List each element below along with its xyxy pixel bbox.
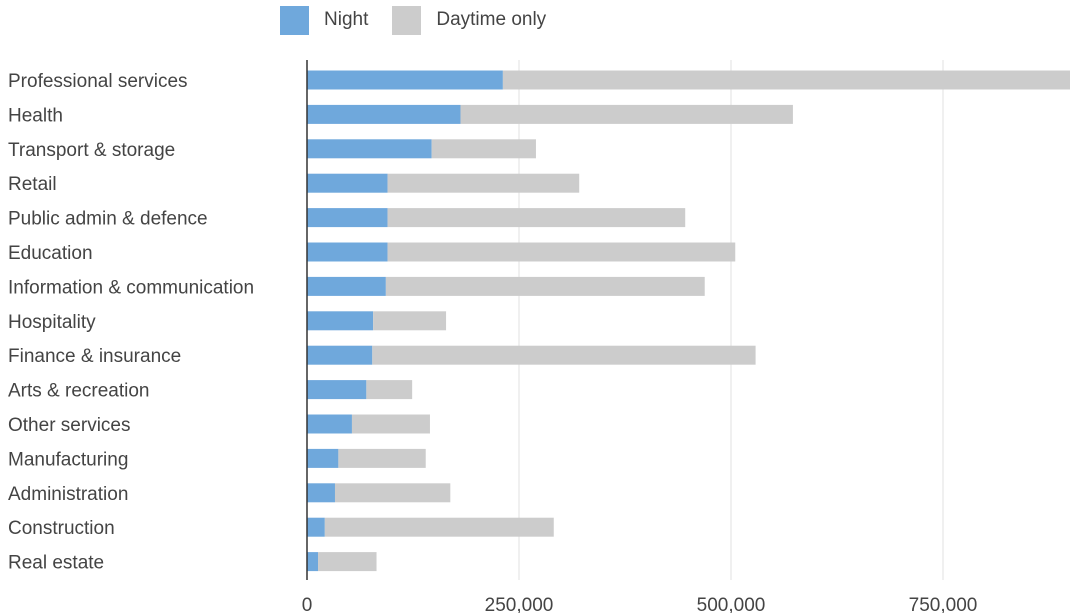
bar-daytime — [366, 380, 413, 400]
bar-night — [307, 345, 373, 365]
chart-legend: Night Daytime only — [280, 4, 570, 36]
bar-night — [307, 380, 367, 400]
category-label: Finance & insurance — [8, 346, 181, 367]
category-label: Real estate — [8, 553, 104, 574]
category-label: Retail — [8, 174, 57, 195]
legend-item-daytime: Daytime only — [392, 5, 547, 35]
bar-night — [307, 104, 461, 124]
bar-daytime — [431, 139, 536, 159]
bar-night — [307, 552, 319, 572]
category-label: Transport & storage — [8, 140, 175, 161]
category-label: Information & communication — [8, 277, 254, 298]
bar-daytime — [502, 70, 1070, 90]
bar-night — [307, 173, 388, 193]
category-label: Manufacturing — [8, 449, 128, 470]
bar-night — [307, 208, 388, 228]
category-label: Public admin & defence — [8, 209, 208, 230]
legend-swatch-daytime — [392, 5, 422, 35]
bar-daytime — [318, 552, 377, 572]
x-tick-label: 500,000 — [697, 595, 766, 613]
legend-label-daytime: Daytime only — [436, 9, 547, 30]
bar-daytime — [387, 208, 686, 228]
x-tick-label: 250,000 — [485, 595, 554, 613]
category-label: Administration — [8, 484, 128, 505]
bar-night — [307, 414, 352, 434]
legend-label-night: Night — [324, 9, 369, 30]
bar-daytime — [324, 517, 554, 537]
bars — [307, 70, 1070, 572]
x-tick-label: 0 — [302, 595, 313, 613]
category-label: Construction — [8, 518, 115, 539]
category-labels: Professional services Health Transport & s… — [8, 71, 254, 574]
bar-night — [307, 242, 388, 262]
bar-daytime — [351, 414, 430, 434]
category-label: Arts & recreation — [8, 381, 150, 402]
bar-night — [307, 311, 374, 331]
x-axis-tick-labels: 0 250,000 500,000 750,000 — [302, 595, 978, 613]
bar-night — [307, 517, 325, 537]
category-label: Education — [8, 243, 93, 264]
grid-lines — [518, 60, 944, 580]
bar-daytime — [387, 173, 580, 193]
legend-item-night: Night — [280, 5, 369, 35]
bar-night — [307, 483, 335, 503]
bar-night — [307, 70, 503, 90]
bar-daytime — [372, 345, 756, 365]
bar-night — [307, 448, 339, 468]
bar-daytime — [387, 242, 736, 262]
category-label: Health — [8, 105, 63, 126]
x-tick-label: 750,000 — [909, 595, 978, 613]
bar-daytime — [373, 311, 447, 331]
bar-night — [307, 139, 432, 159]
category-label: Professional services — [8, 71, 188, 92]
legend-swatch-night — [280, 5, 309, 35]
bar-daytime — [334, 483, 451, 503]
bar-daytime — [338, 448, 426, 468]
bar-daytime — [385, 276, 705, 296]
bar-night — [307, 276, 386, 296]
category-label: Hospitality — [8, 312, 96, 333]
bar-daytime — [460, 104, 793, 124]
category-label: Other services — [8, 415, 130, 436]
